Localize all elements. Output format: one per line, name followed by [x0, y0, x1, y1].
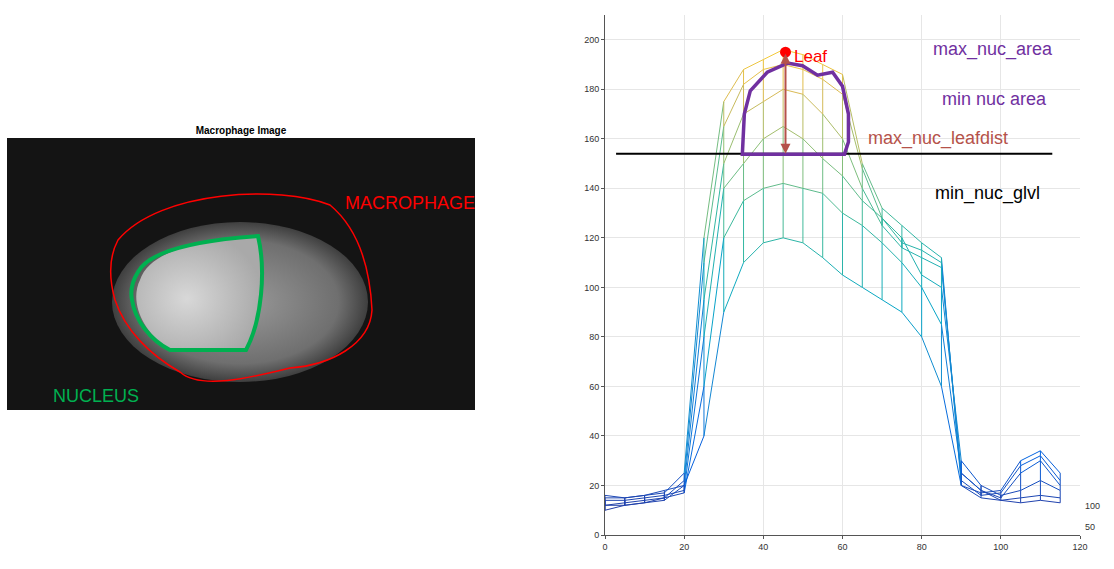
svg-text:Macrophage Image: Macrophage Image [196, 125, 287, 136]
svg-text:NUCLEUS: NUCLEUS [53, 386, 139, 406]
svg-text:min nuc area: min nuc area [942, 89, 1047, 109]
svg-text:100: 100 [993, 542, 1008, 552]
svg-text:40: 40 [589, 431, 599, 441]
svg-text:20: 20 [679, 542, 689, 552]
svg-text:min_nuc_glvl: min_nuc_glvl [935, 183, 1040, 204]
svg-text:0: 0 [602, 542, 607, 552]
svg-text:60: 60 [837, 542, 847, 552]
svg-text:20: 20 [589, 481, 599, 491]
svg-text:80: 80 [589, 332, 599, 342]
svg-text:50: 50 [1085, 522, 1095, 532]
svg-text:100: 100 [584, 283, 599, 293]
svg-text:80: 80 [917, 542, 927, 552]
svg-text:200: 200 [584, 35, 599, 45]
svg-text:max_nuc_area: max_nuc_area [933, 39, 1053, 60]
svg-text:180: 180 [584, 84, 599, 94]
svg-text:140: 140 [584, 183, 599, 193]
svg-text:120: 120 [1072, 542, 1087, 552]
svg-text:MACROPHAGE: MACROPHAGE [345, 193, 475, 213]
svg-text:40: 40 [758, 542, 768, 552]
svg-text:120: 120 [584, 233, 599, 243]
svg-text:100: 100 [1085, 501, 1100, 511]
svg-text:0: 0 [594, 530, 599, 540]
svg-text:Leaf: Leaf [794, 47, 827, 66]
svg-text:60: 60 [589, 382, 599, 392]
svg-text:max_nuc_leafdist: max_nuc_leafdist [868, 128, 1008, 149]
svg-text:160: 160 [584, 134, 599, 144]
